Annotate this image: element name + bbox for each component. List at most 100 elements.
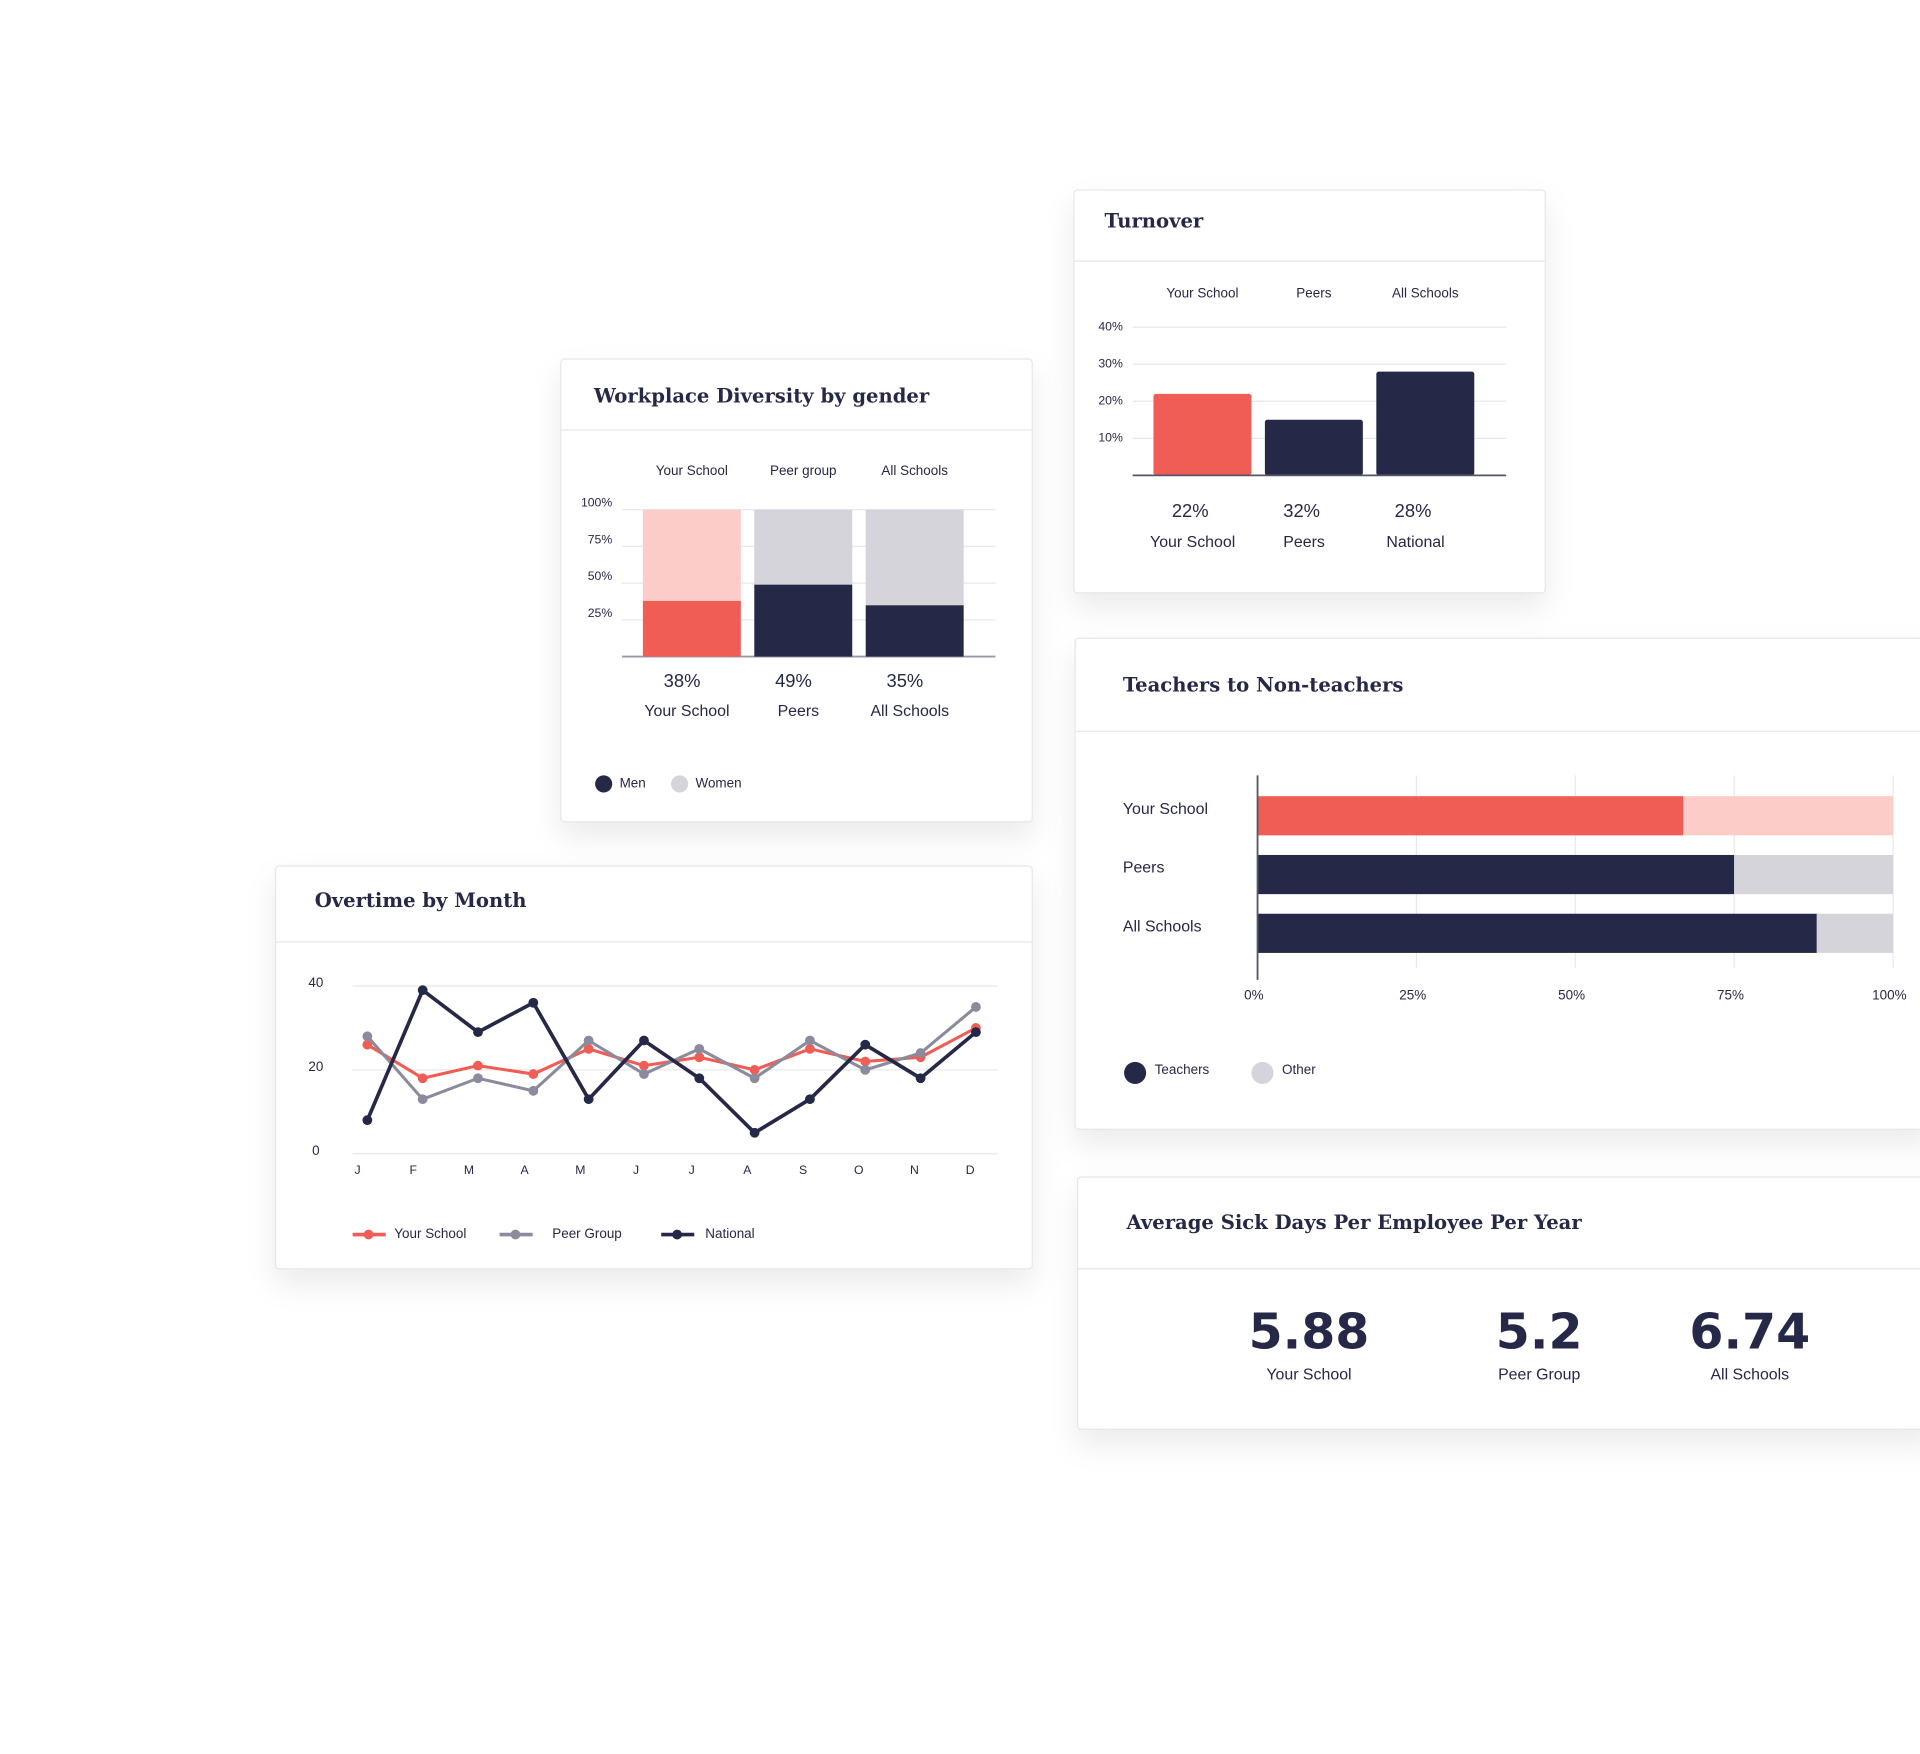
- footer-value: 28%: [1395, 500, 1432, 521]
- x-tick-label: 0%: [1244, 987, 1263, 1002]
- y-tick-label: 20%: [1098, 394, 1123, 408]
- category-label: Your School: [656, 463, 728, 478]
- bar-segment: [754, 584, 853, 657]
- kpi-label: All Schools: [1710, 1367, 1789, 1384]
- legend-swatch: [1251, 1061, 1274, 1084]
- legend-label: National: [705, 1226, 754, 1241]
- point: [805, 1094, 815, 1105]
- point: [860, 1056, 871, 1067]
- point: [860, 1064, 871, 1075]
- bar-segment: [1257, 913, 1817, 953]
- point: [639, 1060, 649, 1071]
- card: [274, 865, 1033, 1270]
- point: [583, 1094, 594, 1105]
- kpi-value: 5.88: [1249, 1303, 1370, 1360]
- y-tick-label: 0: [312, 1143, 319, 1158]
- y-tick-label: 25%: [588, 606, 613, 620]
- card: [1073, 189, 1546, 594]
- kpi-value: 5.2: [1496, 1303, 1583, 1360]
- y-tick-label: 10%: [1098, 431, 1123, 445]
- y-tick-label: 20: [308, 1059, 323, 1074]
- legend-label: Women: [696, 776, 742, 791]
- kpi-label: Peer Group: [1498, 1367, 1580, 1384]
- y-tick-label: 100%: [581, 496, 612, 510]
- legend-swatch: [671, 775, 689, 793]
- point: [749, 1127, 760, 1138]
- bar-segment: [1734, 854, 1894, 895]
- bar-segment: [865, 509, 964, 606]
- category-label: All Schools: [1392, 286, 1459, 301]
- category-label: Peers: [1296, 286, 1331, 301]
- bar-segment: [754, 509, 853, 585]
- point: [639, 1035, 649, 1046]
- bar-segment: [1816, 913, 1894, 953]
- point: [694, 1073, 705, 1084]
- x-tick-label: J: [689, 1163, 695, 1177]
- card-title: Overtime by Month: [315, 889, 527, 912]
- footer-name: Peers: [1283, 534, 1325, 551]
- category-label: Your School: [1166, 286, 1238, 301]
- x-tick-label: F: [410, 1163, 417, 1177]
- y-tick-label: 50%: [588, 569, 613, 583]
- x-tick-label: M: [464, 1163, 474, 1177]
- point: [805, 1043, 815, 1054]
- point: [915, 1073, 926, 1084]
- sick-days-card: Average Sick Days Per Employee Per Year: [1076, 1176, 1920, 1430]
- card-title: Average Sick Days Per Employee Per Year: [1126, 1211, 1583, 1234]
- footer-name: Your School: [1150, 534, 1235, 551]
- point: [583, 1035, 594, 1046]
- card-title: Workplace Diversity by gender: [593, 385, 930, 408]
- legend-swatch: [510, 1229, 521, 1240]
- x-tick-label: J: [633, 1163, 639, 1177]
- bar: [1376, 371, 1475, 476]
- point: [362, 1039, 373, 1050]
- legend-label: Other: [1282, 1062, 1316, 1077]
- legend-label: Men: [620, 776, 646, 791]
- point: [694, 1052, 705, 1063]
- bar-segment: [1257, 796, 1684, 836]
- card: [1076, 1176, 1920, 1430]
- point: [805, 1035, 815, 1046]
- legend-swatch: [1124, 1061, 1147, 1084]
- bar: [1264, 419, 1363, 476]
- x-tick-label: 50%: [1558, 987, 1585, 1002]
- legend-swatch: [363, 1229, 374, 1240]
- legend-label: Teachers: [1155, 1062, 1210, 1077]
- x-tick-label: J: [354, 1163, 360, 1177]
- point: [583, 1043, 594, 1054]
- point: [971, 1002, 981, 1012]
- category-label: Peers: [1123, 860, 1165, 877]
- point: [749, 1064, 760, 1075]
- point: [749, 1073, 760, 1084]
- card-title: Teachers to Non-teachers: [1123, 673, 1404, 696]
- legend-swatch: [595, 775, 613, 793]
- x-tick-label: 25%: [1399, 987, 1426, 1002]
- point: [417, 1094, 428, 1105]
- point: [639, 1069, 649, 1079]
- card-title: Turnover: [1104, 209, 1203, 232]
- kpi-value: 6.74: [1689, 1303, 1810, 1360]
- x-tick-label: M: [575, 1163, 585, 1177]
- point: [362, 1115, 373, 1126]
- legend-label: Peer Group: [552, 1226, 622, 1241]
- value-label: 38%: [664, 670, 701, 691]
- bar-segment: [642, 509, 741, 601]
- y-tick-label: 75%: [588, 532, 613, 546]
- category-label: All Schools: [1123, 918, 1202, 935]
- series-line: [365, 988, 978, 1135]
- footer-value: 22%: [1172, 500, 1209, 521]
- x-tick-label: S: [799, 1163, 807, 1177]
- bar-segment: [642, 600, 741, 657]
- value-label: 49%: [775, 670, 812, 691]
- overtime-card: Overtime by Month: [274, 865, 1033, 1270]
- x-tick-label: 75%: [1717, 987, 1744, 1002]
- footer-value: 32%: [1283, 500, 1320, 521]
- x-tick-label: O: [854, 1163, 864, 1177]
- point: [528, 1069, 539, 1079]
- category-label: All Schools: [881, 463, 948, 478]
- point: [473, 1027, 483, 1038]
- y-tick-label: 30%: [1098, 356, 1123, 370]
- point: [915, 1048, 926, 1058]
- kpi-label: Your School: [1266, 1367, 1351, 1384]
